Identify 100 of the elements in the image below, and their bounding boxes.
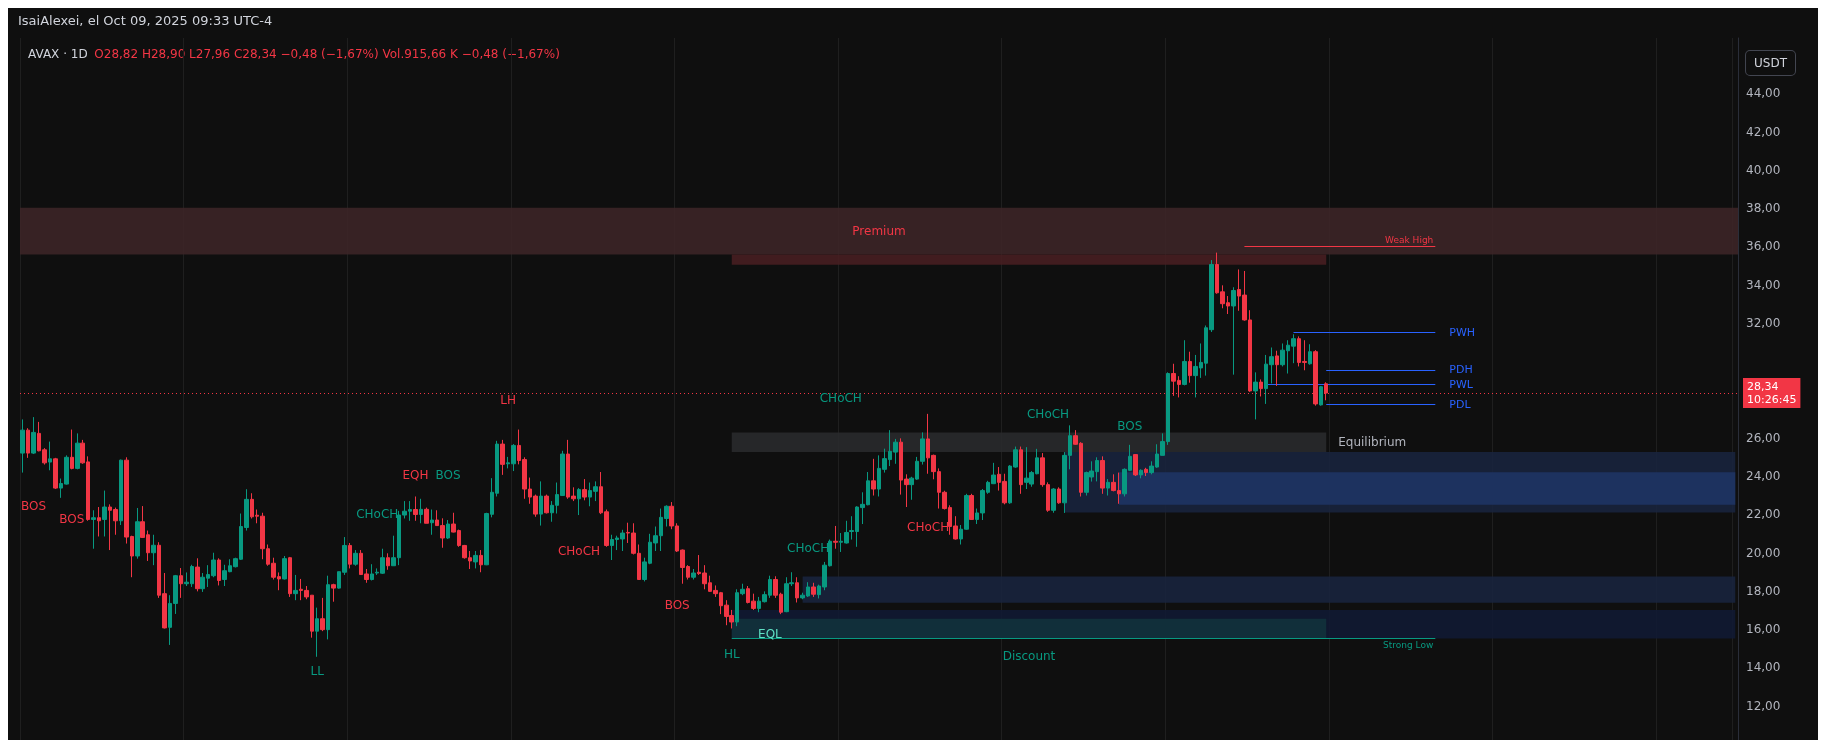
candlestick bbox=[195, 557, 200, 592]
y-tick-label: 42,00 bbox=[1746, 124, 1781, 139]
candlestick bbox=[577, 487, 581, 516]
y-tick-label: 38,00 bbox=[1746, 201, 1781, 216]
candlestick bbox=[348, 542, 352, 569]
text: 10:26:45 bbox=[1747, 393, 1797, 407]
y-tick-label: 18,00 bbox=[1746, 583, 1781, 598]
candlestick bbox=[1231, 286, 1236, 376]
candlestick bbox=[1253, 371, 1258, 420]
ref-line-label: PDL bbox=[1449, 397, 1472, 411]
candlestick bbox=[91, 509, 96, 550]
band-label: Equilibrium bbox=[1338, 435, 1407, 450]
candlestick bbox=[70, 429, 74, 470]
y-axis-title: USDT bbox=[1754, 56, 1788, 70]
ref-line-label: Weak High bbox=[1385, 235, 1434, 245]
ref-line-label: 28,34 bbox=[1747, 380, 1779, 394]
candlestick bbox=[97, 506, 101, 537]
candlestick bbox=[1133, 453, 1138, 477]
annotation: CHoCH bbox=[787, 540, 830, 555]
text: AVAX · 1D bbox=[28, 47, 88, 61]
ref-line-label: Strong Low bbox=[1383, 639, 1434, 650]
candlestick bbox=[871, 458, 876, 497]
candlestick bbox=[20, 418, 25, 474]
annotation: CHoCH bbox=[907, 520, 950, 535]
candlestick bbox=[1308, 343, 1312, 366]
candlestick bbox=[544, 494, 549, 515]
annotation: CHoCH bbox=[819, 390, 862, 405]
band-label: Discount bbox=[1002, 649, 1056, 664]
annotation: HL bbox=[723, 647, 740, 662]
y-tick-label: 32,00 bbox=[1746, 316, 1781, 331]
candlestick bbox=[1188, 351, 1192, 384]
candlestick bbox=[102, 490, 107, 537]
annotation: CHoCH bbox=[356, 507, 399, 522]
candlestick bbox=[1100, 455, 1105, 495]
text: IsaiAlexei, el Oct 09, 2025 09:33 UTC-4 bbox=[18, 13, 273, 28]
annotation: LH bbox=[500, 392, 516, 407]
annotation: BOS bbox=[664, 598, 690, 613]
annotation: BOS bbox=[21, 498, 47, 513]
annotation: CHoCH bbox=[1026, 406, 1070, 421]
candlestick bbox=[75, 432, 80, 470]
band-label: Premium bbox=[852, 224, 906, 239]
candlestick bbox=[179, 567, 183, 599]
annotation: BOS bbox=[1117, 419, 1143, 434]
candlestick bbox=[539, 480, 543, 527]
candlestick bbox=[479, 549, 483, 573]
candlestick bbox=[48, 441, 52, 471]
candlestick bbox=[315, 607, 319, 658]
candlestick bbox=[500, 439, 505, 476]
candlestick bbox=[424, 507, 429, 524]
candlestick bbox=[26, 427, 30, 459]
candlestick bbox=[833, 525, 838, 550]
candlestick bbox=[1259, 378, 1263, 397]
candlestick bbox=[353, 549, 358, 567]
annotation: BOS bbox=[435, 467, 461, 482]
y-tick-label: 22,00 bbox=[1746, 507, 1781, 522]
candlestick bbox=[1106, 478, 1110, 497]
y-tick-label: 12,00 bbox=[1746, 698, 1781, 713]
y-tick-label: 24,00 bbox=[1746, 469, 1781, 484]
candlestick bbox=[326, 575, 330, 640]
candlestick bbox=[331, 583, 336, 603]
y-tick-label: 20,00 bbox=[1746, 545, 1781, 560]
candlestick bbox=[135, 507, 140, 560]
candlestick bbox=[1319, 385, 1323, 407]
candlestick bbox=[413, 496, 418, 522]
annotation: CHoCH bbox=[557, 544, 601, 559]
candlestick bbox=[430, 509, 434, 536]
candlestick bbox=[419, 498, 423, 524]
candlestick bbox=[53, 457, 58, 490]
y-tick-label: 44,00 bbox=[1746, 86, 1781, 101]
annotation: BOS bbox=[59, 512, 85, 527]
candlestick bbox=[1144, 467, 1148, 477]
candlestick bbox=[293, 574, 298, 601]
annotation: LL bbox=[310, 664, 325, 679]
candlestick bbox=[582, 478, 587, 501]
ref-line-label: PWH bbox=[1449, 325, 1476, 339]
candlestick bbox=[1051, 487, 1056, 514]
y-tick-label: 26,00 bbox=[1746, 430, 1781, 445]
candlestick bbox=[31, 416, 36, 455]
y-tick-label: 34,00 bbox=[1746, 277, 1781, 292]
candlestick bbox=[320, 597, 325, 632]
y-tick-label: 14,00 bbox=[1746, 660, 1781, 675]
candlestick bbox=[1057, 486, 1061, 505]
candlestick bbox=[1139, 468, 1143, 479]
candlestick bbox=[691, 568, 696, 581]
candlestick bbox=[1019, 446, 1023, 495]
ref-line-label: PWL bbox=[1449, 378, 1474, 392]
y-tick-label: 36,00 bbox=[1746, 239, 1781, 254]
candlestick bbox=[969, 493, 974, 521]
candlestick bbox=[446, 519, 450, 540]
candlestick bbox=[386, 552, 390, 571]
candlestick bbox=[795, 576, 799, 603]
candlestick bbox=[151, 534, 156, 566]
candlestick bbox=[1182, 339, 1187, 386]
candlestick bbox=[1275, 350, 1279, 387]
y-tick-label: 40,00 bbox=[1746, 162, 1781, 177]
candlestick bbox=[282, 555, 287, 581]
candlestick bbox=[473, 550, 478, 569]
candlestick bbox=[811, 582, 816, 598]
candlestick bbox=[217, 557, 221, 586]
candlestick bbox=[119, 459, 123, 526]
